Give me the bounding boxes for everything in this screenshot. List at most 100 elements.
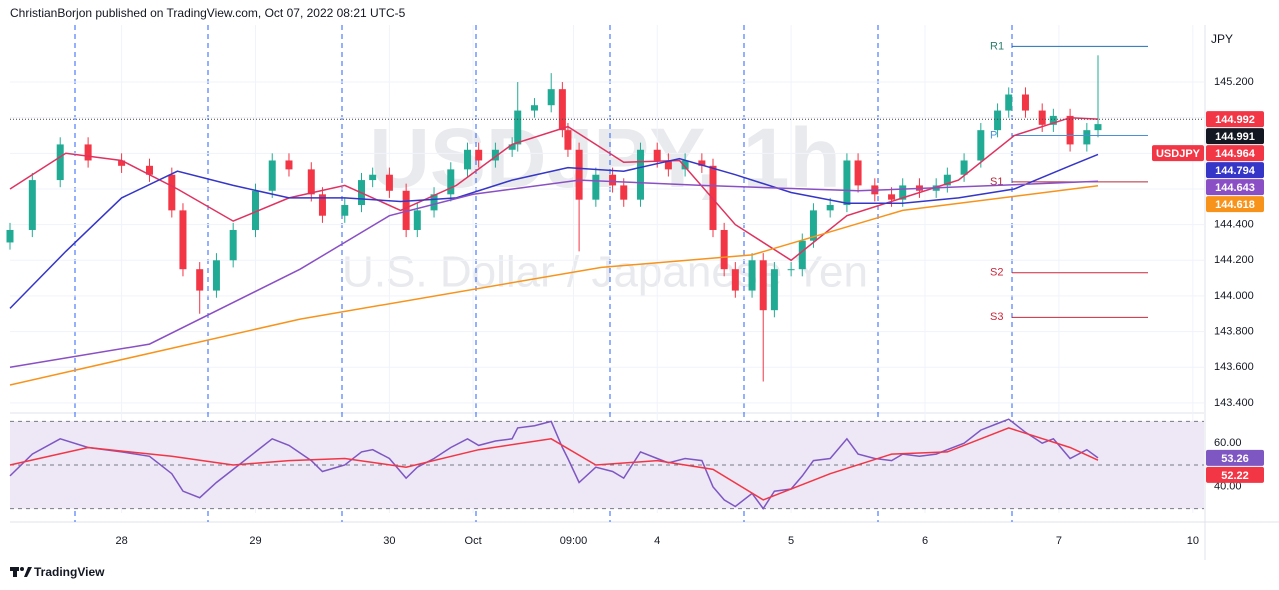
candle-body <box>609 174 617 186</box>
price-badge-label: 144.643 <box>1215 182 1255 194</box>
price-badge <box>1206 128 1264 145</box>
candle-body <box>1038 110 1046 125</box>
y-tick-label: 144.400 <box>1214 219 1254 231</box>
x-tick-label: 09:00 <box>560 535 588 547</box>
line-series <box>9 427 1099 501</box>
candle-body <box>285 160 293 170</box>
candle-body <box>179 210 187 270</box>
watermark-subtitle: U.S. Dollar / Japanese Yen <box>342 248 868 297</box>
candle-body <box>809 210 817 241</box>
line-series <box>9 418 1099 510</box>
candle-body <box>251 190 259 230</box>
price-badge-label: 144.618 <box>1215 199 1255 211</box>
candle-body <box>318 194 326 216</box>
candle-body <box>558 89 566 131</box>
candle-body <box>491 149 499 161</box>
candle-body <box>1021 94 1029 111</box>
candle-body <box>888 194 896 200</box>
watermark-title: USDJPY, 1h <box>369 111 841 205</box>
candle-body <box>592 174 600 200</box>
background-layer: USDJPY, 1h U.S. Dollar / Japanese Yen <box>342 111 868 296</box>
candle-body <box>681 160 689 170</box>
y-tick-label: 143.800 <box>1214 325 1254 337</box>
candle-body <box>960 160 968 175</box>
price-badge-label: 144.992 <box>1215 114 1255 126</box>
price-badge <box>1206 466 1264 483</box>
x-tick-label: 30 <box>383 535 395 547</box>
line-series <box>9 185 1099 386</box>
y-tick-label: 144.200 <box>1214 254 1254 266</box>
logo-shape <box>24 567 32 577</box>
candle-body <box>770 269 778 311</box>
logo-shape <box>13 567 17 577</box>
symbol-badge-label: USDJPY <box>1156 148 1201 160</box>
x-tick-label: 10 <box>1187 535 1199 547</box>
line-series <box>9 116 1099 262</box>
pivot-label: S3 <box>990 311 1003 323</box>
x-tick-label: Oct <box>465 535 482 547</box>
candle-body <box>620 185 628 200</box>
candle-body <box>547 89 555 106</box>
candle-body <box>475 149 483 161</box>
candle-body <box>145 165 153 175</box>
price-badge-label: 144.964 <box>1215 148 1256 160</box>
candle-body <box>943 174 951 186</box>
candle-body <box>698 160 706 166</box>
candle-body <box>564 130 572 150</box>
candle-body <box>1094 124 1102 131</box>
x-tick-label: 5 <box>788 535 794 547</box>
x-tick-label: 6 <box>922 535 928 547</box>
candle-body <box>826 205 834 211</box>
y-axis-label: JPY <box>1211 32 1233 46</box>
candle-body <box>196 269 204 291</box>
candle-body <box>6 229 14 243</box>
pivot-label: R1 <box>990 40 1004 52</box>
logo <box>10 567 32 577</box>
price-badge <box>1206 111 1264 128</box>
y-tick-label: 143.600 <box>1214 361 1254 373</box>
candle-body <box>402 190 410 230</box>
price-badge-label: 53.26 <box>1221 453 1249 465</box>
candle-body <box>787 269 795 271</box>
y-tick-label: 145.200 <box>1214 76 1254 88</box>
candle-body <box>464 149 472 170</box>
x-tick-label: 7 <box>1056 535 1062 547</box>
candle-body <box>575 149 583 200</box>
candle-body <box>1005 94 1013 111</box>
candle-body <box>530 105 538 111</box>
candle-body <box>369 174 377 181</box>
price-badge-label: 144.794 <box>1215 165 1256 177</box>
candle-body <box>229 229 237 261</box>
candle-body <box>341 205 349 216</box>
price-badge <box>1206 179 1264 196</box>
candle-body <box>413 210 421 230</box>
candle-body <box>854 160 862 186</box>
candle-body <box>748 260 756 291</box>
candle-body <box>212 260 220 291</box>
y-tick-label: 144.000 <box>1214 290 1254 302</box>
candle-body <box>385 174 393 191</box>
symbol-badge <box>1152 145 1204 162</box>
price-badge-label: 144.991 <box>1215 131 1255 143</box>
candle-body <box>118 160 126 166</box>
pivot-label: S2 <box>990 267 1003 279</box>
x-tick-label: 4 <box>654 535 660 547</box>
candle-body <box>430 194 438 211</box>
candle-body <box>514 110 522 145</box>
candle-body <box>798 240 806 270</box>
price-badge <box>1206 449 1264 466</box>
candle-body <box>843 160 851 206</box>
x-tick-label: 29 <box>249 535 261 547</box>
line-series <box>9 153 1099 309</box>
price-badge <box>1206 196 1264 213</box>
candle-body <box>84 144 92 161</box>
price-badge <box>1206 145 1264 162</box>
candle-body <box>268 160 276 191</box>
candle-body <box>1066 115 1074 145</box>
header: ChristianBorjon published on TradingView… <box>10 6 406 20</box>
price-badge-label: 52.22 <box>1221 470 1249 482</box>
pivot-label: P <box>990 129 997 141</box>
candle-body <box>977 130 985 161</box>
y-tick-label: 40.00 <box>1214 481 1242 493</box>
